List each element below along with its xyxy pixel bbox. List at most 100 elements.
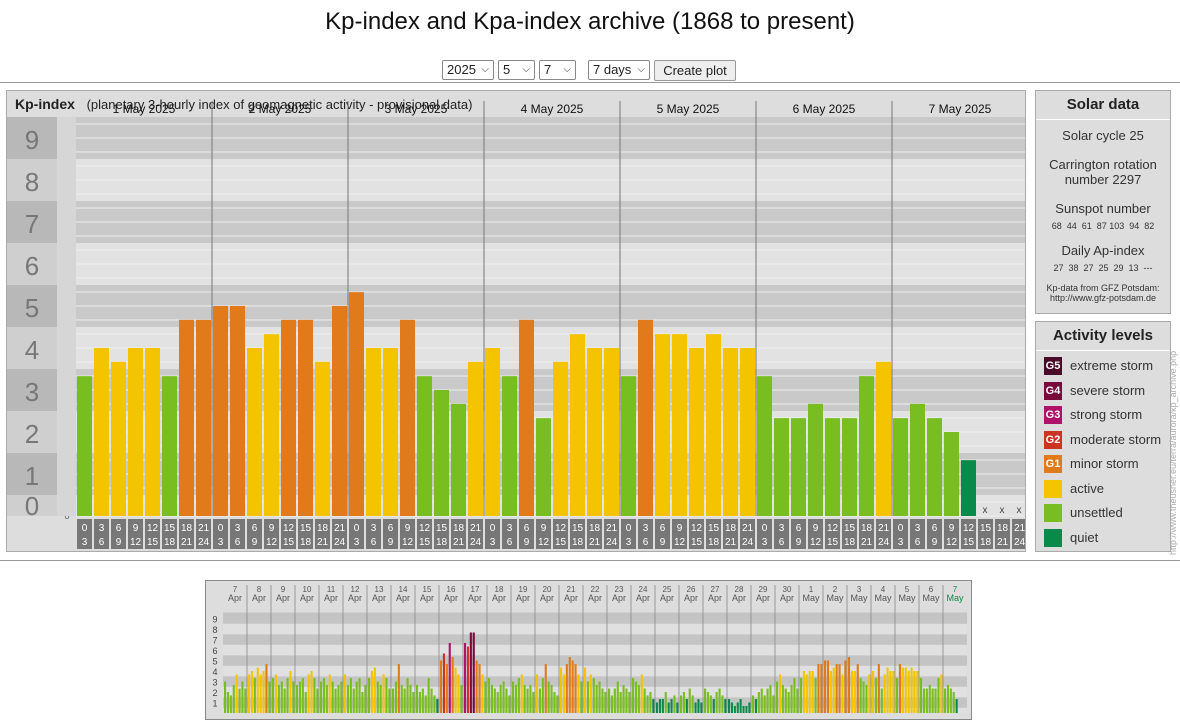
y-tick-label: 1 (25, 461, 39, 491)
y-tick-band (7, 159, 57, 201)
y-tick-label: 2 (25, 419, 39, 449)
mini-kp-bar (496, 692, 499, 713)
slot-start-label: 15 (300, 523, 312, 534)
slot-start-label: 3 (507, 523, 513, 534)
kp-bar (519, 319, 534, 516)
mini-kp-bar (883, 674, 886, 713)
slot-end-label: 18 (436, 537, 448, 548)
slot-start-label: 15 (164, 523, 176, 534)
mini-kp-bar (800, 678, 803, 713)
slot-label-box (995, 519, 1010, 549)
activity-level-label: extreme storm (1070, 358, 1154, 373)
mini-kp-bar (886, 667, 889, 713)
slot-label-box (944, 519, 959, 549)
activity-level-swatch: G4 (1044, 381, 1062, 400)
mini-kp-bar (427, 678, 430, 713)
slot-start-label: 21 (1014, 523, 1025, 534)
year-select[interactable]: 2025 ⌵ (442, 60, 494, 80)
mini-kp-bar (344, 674, 347, 713)
mini-kp-bar (745, 705, 748, 713)
slot-label-box (332, 519, 347, 549)
kp-bar (689, 348, 704, 516)
mini-month-label: May (874, 593, 892, 603)
kp-bar (417, 376, 432, 516)
mini-kp-bar (595, 684, 598, 713)
slot-end-label: 21 (861, 537, 873, 548)
slot-start-label: 6 (388, 523, 394, 534)
slot-label-box (978, 519, 993, 549)
mini-kp-bar (838, 663, 841, 713)
mini-day-label: 2 (833, 585, 838, 594)
create-plot-button[interactable]: Create plot (654, 60, 736, 81)
mini-kp-bar (346, 684, 349, 713)
mini-level-band (223, 665, 967, 677)
credit-line2: http://www.gfz-potsdam.de (1049, 293, 1157, 303)
slot-start-label: 18 (181, 523, 193, 534)
kp-bar (213, 306, 228, 516)
slot-start-label: 6 (660, 523, 666, 534)
y-tick-label: 0 (25, 491, 39, 521)
mini-kp-bar (877, 663, 880, 713)
mini-kp-bar (718, 688, 721, 713)
slot-end-label: 18 (164, 537, 176, 548)
slot-start-label: 0 (490, 523, 496, 534)
mini-y-tick: 1 (212, 699, 217, 709)
page-title: Kp-index and Kpa-index archive (1868 to … (325, 8, 855, 35)
mini-kp-bar (478, 663, 481, 713)
mini-day-label: 25 (663, 585, 672, 594)
slot-end-label: 6 (235, 537, 241, 548)
mini-month-label: May (802, 593, 820, 603)
month-select[interactable]: 5 ⌵ (498, 60, 535, 80)
kp-bar (281, 319, 296, 516)
slot-label-box (230, 519, 245, 549)
mini-kp-bar (946, 684, 949, 713)
mini-kp-bar (730, 702, 733, 713)
slot-end-label: 24 (606, 537, 618, 548)
kp-bar (740, 348, 755, 516)
mini-kp-bar (706, 692, 709, 713)
mini-kp-bar (340, 681, 343, 713)
mini-kp-bar (658, 699, 661, 713)
mini-kp-bar (368, 678, 371, 713)
mini-month-label: Apr (276, 593, 290, 603)
mini-day-label: 13 (375, 585, 384, 594)
slot-start-label: 12 (691, 523, 703, 534)
mini-kp-bar (853, 671, 856, 713)
mini-kp-bar (625, 688, 628, 713)
slot-label-box (893, 519, 908, 549)
mini-kp-bar (382, 674, 385, 713)
slot-end-label: 9 (660, 537, 666, 548)
activity-level-swatch (1044, 479, 1062, 498)
activity-level-label: quiet (1070, 529, 1099, 545)
mini-day-label: 3 (857, 585, 862, 594)
mini-month-label: Apr (420, 593, 434, 603)
range-select[interactable]: 7 days ⌵ (588, 60, 650, 80)
slot-label-box (451, 519, 466, 549)
activity-level-label: strong storm (1070, 407, 1143, 422)
slot-start-label: 0 (626, 523, 632, 534)
slot-label-box (672, 519, 687, 549)
slot-start-label: 21 (334, 523, 346, 534)
mini-kp-bar (320, 681, 323, 713)
slot-label-box (213, 519, 228, 549)
slot-label-box (706, 519, 721, 549)
mini-kp-bar (728, 699, 731, 713)
mini-kp-bar (373, 667, 376, 713)
slot-end-label: 15 (963, 537, 975, 548)
sunspot-title: Sunspot number (1055, 201, 1151, 216)
mini-day-label: 9 (281, 585, 286, 594)
mini-kp-bar (896, 678, 899, 713)
mini-month-label: Apr (348, 593, 362, 603)
mini-kp-bar (532, 692, 535, 713)
slot-end-label: 3 (354, 537, 360, 548)
y-tick-label: 3 (25, 377, 39, 407)
day-select[interactable]: 7 ⌵ (539, 60, 576, 80)
kp-chart-title: Kp-index (planetary 3-hourly index of ge… (15, 96, 472, 112)
slot-start-label: 3 (779, 523, 785, 534)
slot-label-box (315, 519, 330, 549)
mini-kp-bar (289, 671, 292, 713)
slot-end-label: 6 (507, 537, 513, 548)
slot-start-label: 6 (932, 523, 938, 534)
mini-kp-bar (664, 692, 667, 713)
slot-start-label: 0 (762, 523, 768, 534)
